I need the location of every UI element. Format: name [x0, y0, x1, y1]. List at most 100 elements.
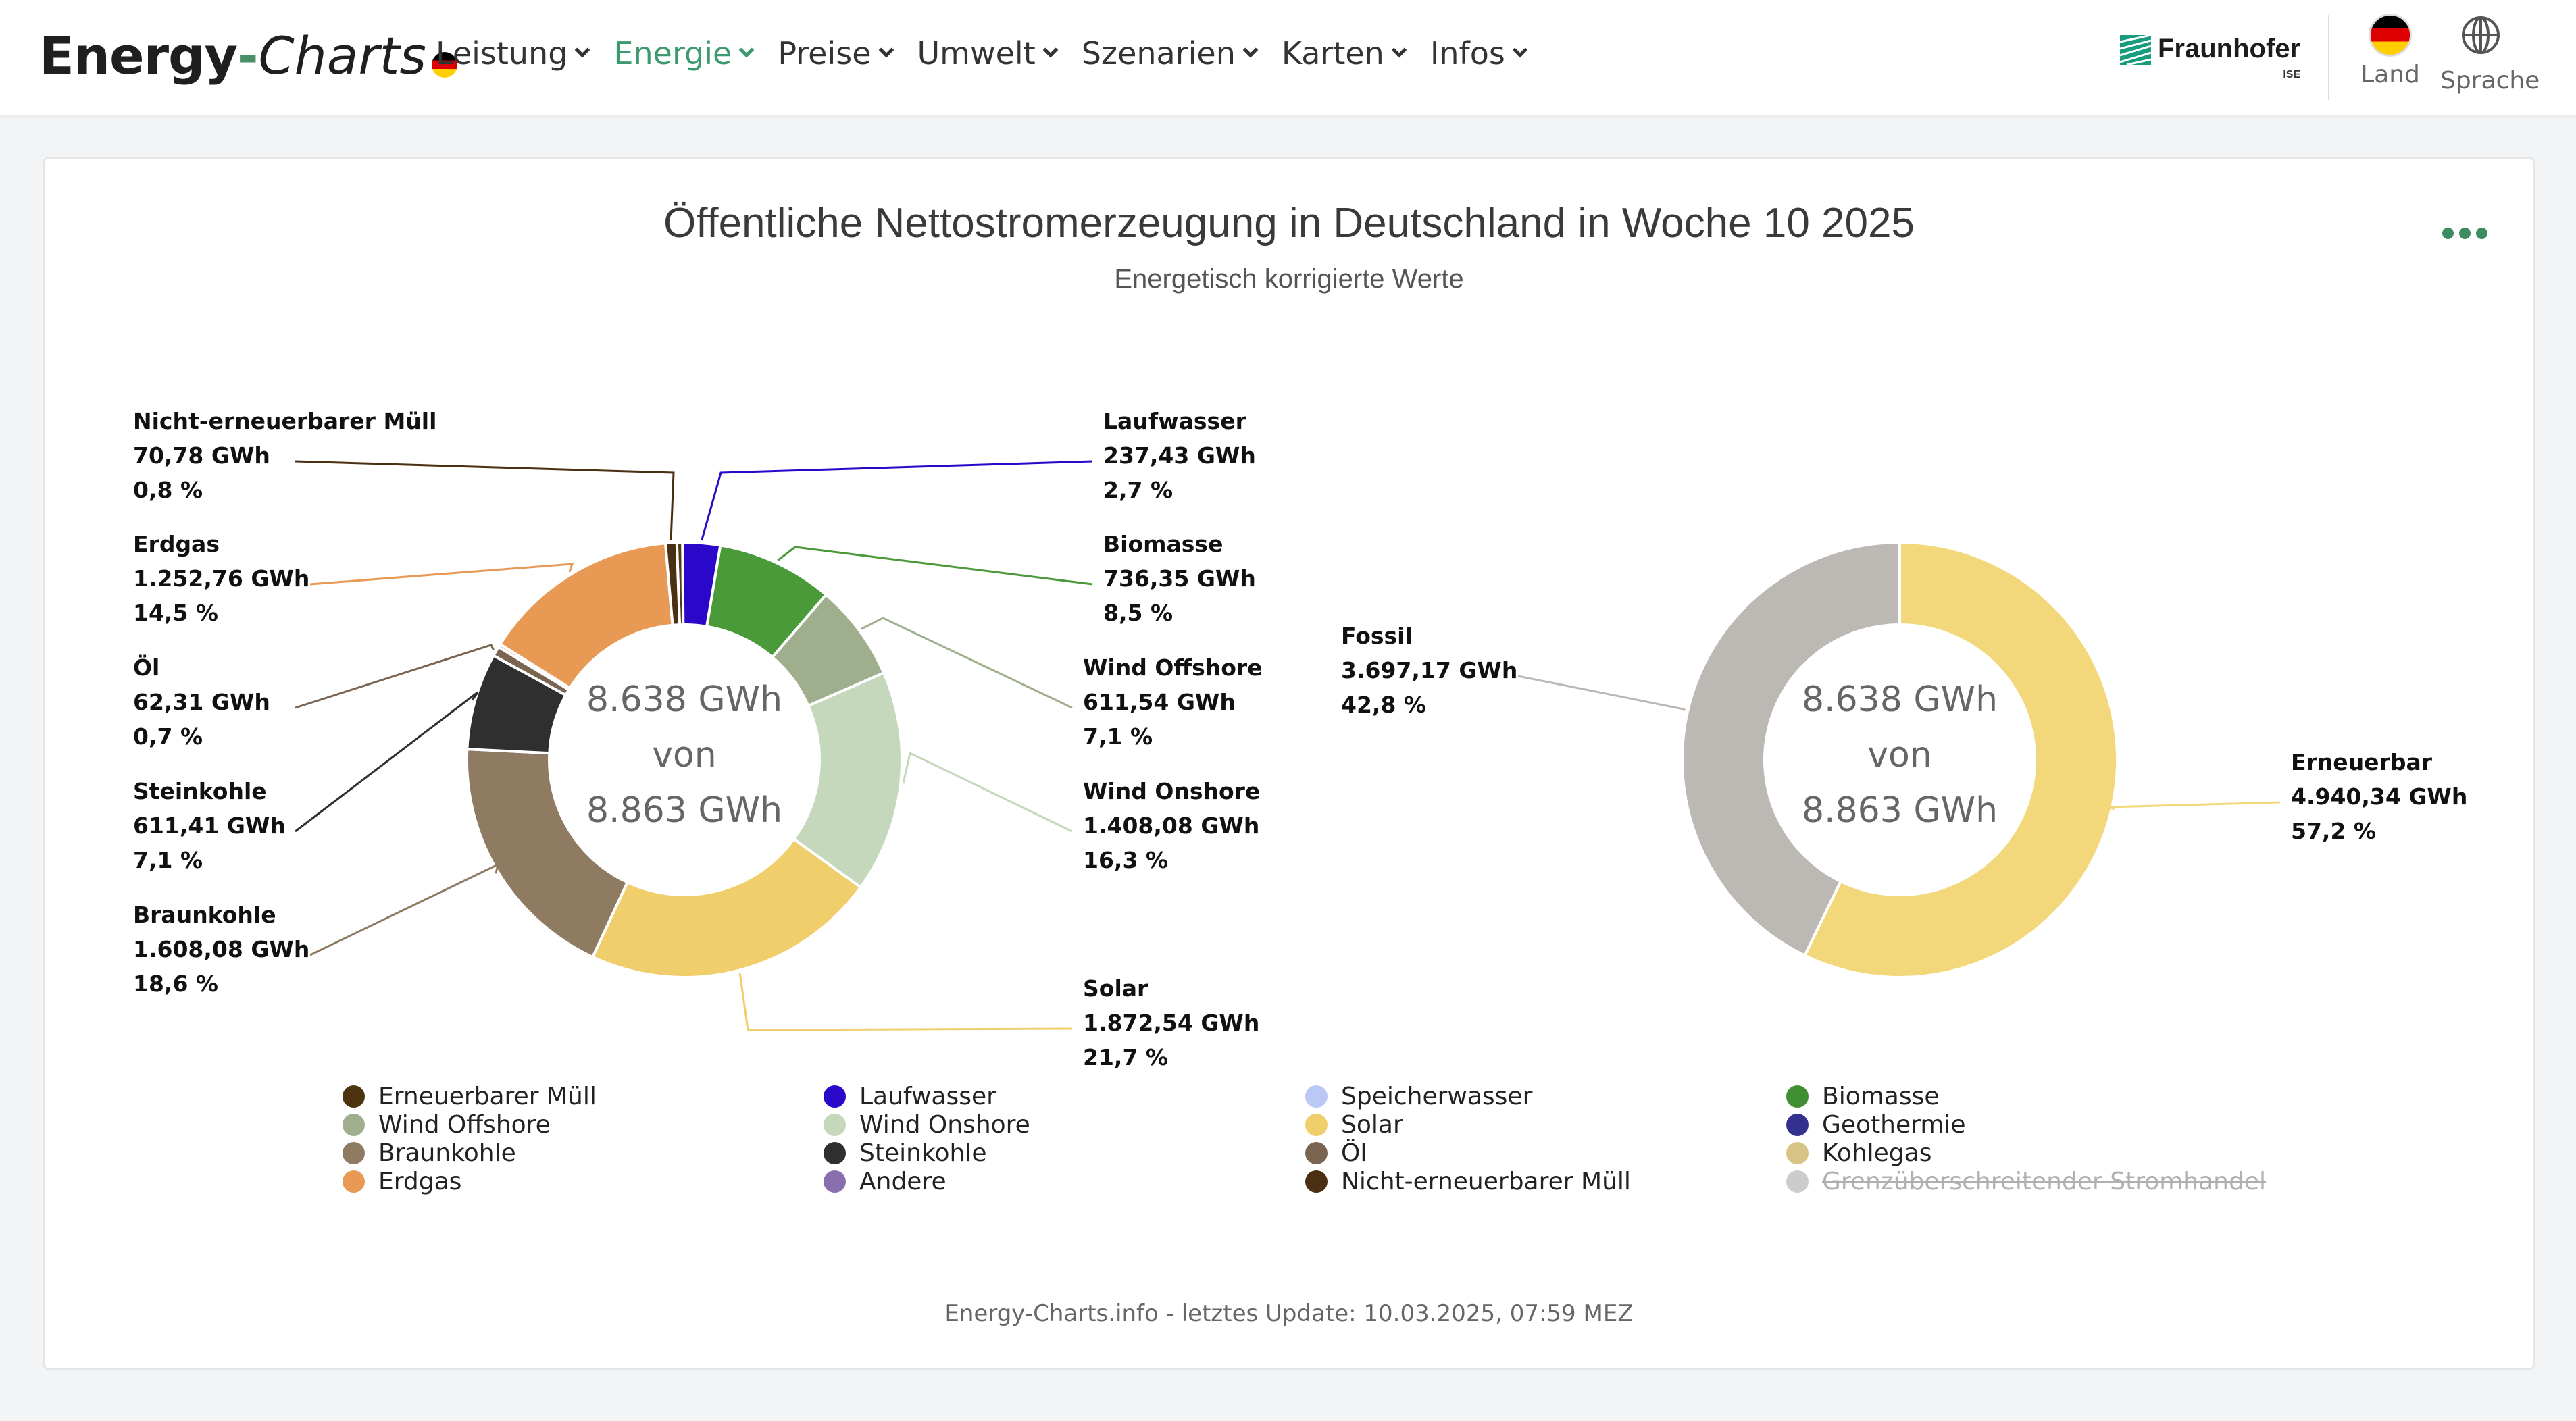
slice-connector-line: [2108, 801, 2281, 810]
nav-karten-label: Karten: [1281, 35, 1384, 72]
nav-leistung-label: Leistung: [436, 35, 568, 72]
logo-text-energy: Energy: [39, 26, 238, 86]
legend-item[interactable]: Braunkohle: [343, 1139, 516, 1167]
sprache-button[interactable]: Sprache: [2440, 14, 2540, 95]
slice-connector-line: [309, 862, 500, 956]
legend-dot: [1786, 1085, 1809, 1108]
slice-label-percent: 0,8 %: [133, 477, 203, 503]
slice-connector-line: [777, 546, 1093, 586]
nav-energie[interactable]: Energie: [613, 31, 755, 76]
more-dots-icon: [2459, 227, 2471, 239]
nav-infos[interactable]: Infos: [1430, 31, 1528, 76]
donut-center-text: 8.863 GWh: [586, 790, 782, 831]
slice-label-name: Öl: [133, 654, 159, 681]
slice-label-name: Braunkohle: [133, 902, 276, 928]
nav-umwelt[interactable]: Umwelt: [917, 31, 1059, 76]
more-dots-icon: [2442, 227, 2454, 239]
slice-label-percent: 14,5 %: [133, 600, 218, 626]
legend-dot: [343, 1142, 365, 1164]
legend-label: Braunkohle: [378, 1139, 516, 1167]
legend-label: Solar: [1341, 1111, 1403, 1139]
nav-szenarien[interactable]: Szenarien: [1082, 31, 1259, 76]
globe-icon: [2462, 16, 2500, 54]
slice-connector-line: [701, 460, 1093, 541]
pie-slice[interactable]: [465, 747, 630, 959]
slice-label-percent: 7,1 %: [133, 847, 203, 873]
slice-label-percent: 21,7 %: [1083, 1044, 1168, 1070]
fraunhofer-logo[interactable]: Fraunhofer ISE: [2120, 34, 2301, 80]
legend-label: Erneuerbarer Müll: [378, 1083, 597, 1110]
legend-item[interactable]: Andere: [824, 1168, 946, 1195]
legend-item[interactable]: Grenzüberschreitender Stromhandel: [1786, 1168, 2266, 1195]
donut-center-text: 8.863 GWh: [1802, 790, 1998, 831]
slice-label-name: Laufwasser: [1103, 408, 1247, 434]
legend-item[interactable]: Wind Onshore: [824, 1111, 1030, 1139]
germany-flag-icon: [2369, 14, 2412, 57]
chart-legend: Erneuerbarer Müll Laufwasser Speicherwasse…: [343, 1083, 2369, 1204]
legend-item[interactable]: Geothermie: [1786, 1111, 1966, 1139]
slice-label-percent: 57,2 %: [2291, 818, 2376, 844]
legend-item[interactable]: Öl: [1305, 1139, 1367, 1167]
legend-item[interactable]: Biomasse: [1786, 1083, 1940, 1110]
legend-dot: [1305, 1142, 1328, 1164]
legend-item[interactable]: Nicht-erneuerbarer Müll: [1305, 1168, 1631, 1195]
slice-connector-line: [902, 751, 1073, 833]
pie-slice[interactable]: [590, 837, 863, 979]
slice-label-name: Solar: [1083, 975, 1148, 1002]
legend-item[interactable]: Solar: [1305, 1111, 1403, 1139]
legend-label: Öl: [1341, 1139, 1367, 1167]
legend-label: Steinkohle: [859, 1139, 987, 1167]
legend-label: Geothermie: [1822, 1111, 1966, 1139]
fraunhofer-mark-icon: [2120, 35, 2151, 65]
legend-item[interactable]: Erneuerbarer Müll: [343, 1083, 597, 1110]
legend-dot: [1305, 1114, 1328, 1136]
pie-slice[interactable]: [1681, 540, 1901, 958]
chevron-down-icon: [878, 42, 894, 58]
chevron-down-icon: [1242, 42, 1259, 58]
nav-leistung[interactable]: Leistung: [436, 31, 590, 76]
sprache-label: Sprache: [2440, 67, 2540, 95]
nav-energie-label: Energie: [613, 35, 732, 72]
donut-center-text: von: [652, 735, 717, 775]
top-navbar: Energy - Charts Leistung Energie Preise Um…: [0, 0, 2576, 115]
legend-item[interactable]: Speicherwasser: [1305, 1083, 1532, 1110]
pie-slice[interactable]: [1802, 540, 2119, 979]
legend-item[interactable]: Laufwasser: [824, 1083, 996, 1110]
chevron-down-icon: [1391, 42, 1407, 58]
update-note: Energy-Charts.info - letztes Update: 10.…: [944, 1300, 1634, 1327]
slice-label-name: Nicht-erneuerbarer Müll: [133, 408, 436, 434]
legend-dot: [343, 1114, 365, 1136]
slice-label-value: 611,41 GWh: [133, 812, 286, 839]
nav-infos-label: Infos: [1430, 35, 1505, 72]
nav-preise[interactable]: Preise: [778, 31, 894, 76]
legend-item[interactable]: Wind Offshore: [343, 1111, 551, 1139]
more-options-button[interactable]: [2442, 219, 2496, 247]
legend-item[interactable]: Steinkohle: [824, 1139, 987, 1167]
legend-label: Laufwasser: [859, 1083, 996, 1110]
legend-dot: [343, 1170, 365, 1193]
pie-slice[interactable]: [792, 671, 903, 889]
legend-dot: [1786, 1170, 1809, 1193]
land-button[interactable]: Land: [2350, 14, 2431, 88]
fraunhofer-name: Fraunhofer: [2158, 34, 2301, 63]
donut-center-text: 8.638 GWh: [1802, 679, 1998, 720]
energy-charts-logo[interactable]: Energy - Charts: [39, 26, 457, 86]
pie-slice[interactable]: [663, 541, 682, 627]
chevron-down-icon: [1042, 42, 1059, 58]
legend-label: Grenzüberschreitender Stromhandel: [1822, 1168, 2266, 1195]
legend-label: Wind Offshore: [378, 1111, 551, 1139]
slice-connector-line: [295, 691, 479, 833]
pie-charts-svg: Laufwasser 237,43 GWh 2,7 % Biomasse 736,35 …: [133, 408, 2467, 1070]
legend-item[interactable]: Erdgas: [343, 1168, 461, 1195]
legend-label: Andere: [859, 1168, 946, 1195]
legend-dot: [824, 1085, 846, 1108]
legend-item[interactable]: Kohlegas: [1786, 1139, 1931, 1167]
legend-dot: [1786, 1114, 1809, 1136]
slice-label-value: 1.872,54 GWh: [1083, 1010, 1259, 1036]
slice-connector-line: [861, 617, 1073, 709]
slice-label-value: 1.408,08 GWh: [1083, 812, 1259, 839]
legend-dot: [824, 1114, 846, 1136]
nav-karten[interactable]: Karten: [1281, 31, 1407, 76]
legend-label: Kohlegas: [1822, 1139, 1932, 1167]
donut-center-text: 8.638 GWh: [586, 679, 782, 720]
